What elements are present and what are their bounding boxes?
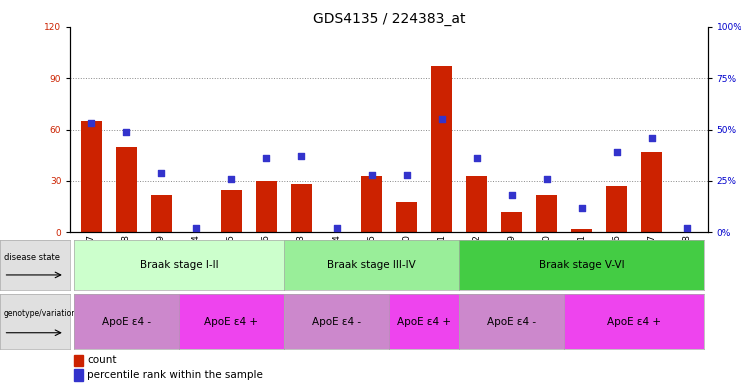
Point — [85, 120, 97, 126]
Text: Braak stage III-IV: Braak stage III-IV — [327, 260, 416, 270]
Point — [576, 205, 588, 211]
Point — [611, 149, 622, 155]
Bar — [291, 184, 312, 232]
Bar — [221, 190, 242, 232]
Text: ApoE ε4 +: ApoE ε4 + — [397, 316, 451, 327]
Text: Braak stage I-II: Braak stage I-II — [139, 260, 219, 270]
Text: Braak stage V-VI: Braak stage V-VI — [539, 260, 625, 270]
Bar — [81, 121, 102, 232]
Point — [645, 135, 657, 141]
Point — [681, 225, 693, 231]
Bar — [361, 176, 382, 232]
Point — [436, 116, 448, 122]
Bar — [606, 186, 627, 232]
Text: genotype/variation: genotype/variation — [4, 309, 76, 318]
Bar — [116, 147, 137, 232]
Text: ApoE ε4 -: ApoE ε4 - — [102, 316, 151, 327]
Title: GDS4135 / 224383_at: GDS4135 / 224383_at — [313, 12, 465, 26]
Text: disease state: disease state — [4, 253, 59, 262]
Bar — [256, 181, 277, 232]
Bar — [74, 369, 83, 381]
Bar — [431, 66, 452, 232]
Point — [121, 129, 133, 135]
Point — [156, 170, 167, 176]
Bar — [151, 195, 172, 232]
Bar — [571, 229, 592, 232]
Point — [505, 192, 517, 199]
Point — [365, 172, 377, 178]
Point — [401, 172, 413, 178]
Text: ApoE ε4 -: ApoE ε4 - — [312, 316, 361, 327]
Bar — [501, 212, 522, 232]
Text: ApoE ε4 +: ApoE ε4 + — [607, 316, 661, 327]
Point — [225, 176, 237, 182]
Point — [330, 225, 342, 231]
Bar — [74, 355, 83, 366]
Point — [541, 176, 553, 182]
Bar — [466, 176, 487, 232]
Text: ApoE ε4 -: ApoE ε4 - — [487, 316, 536, 327]
Bar — [641, 152, 662, 232]
Bar — [396, 202, 417, 232]
Point — [471, 155, 482, 161]
Text: ApoE ε4 +: ApoE ε4 + — [205, 316, 259, 327]
Text: count: count — [87, 356, 116, 366]
Text: percentile rank within the sample: percentile rank within the sample — [87, 370, 263, 380]
Point — [296, 153, 308, 159]
Bar — [536, 195, 557, 232]
Point — [190, 225, 202, 231]
Point — [261, 155, 273, 161]
